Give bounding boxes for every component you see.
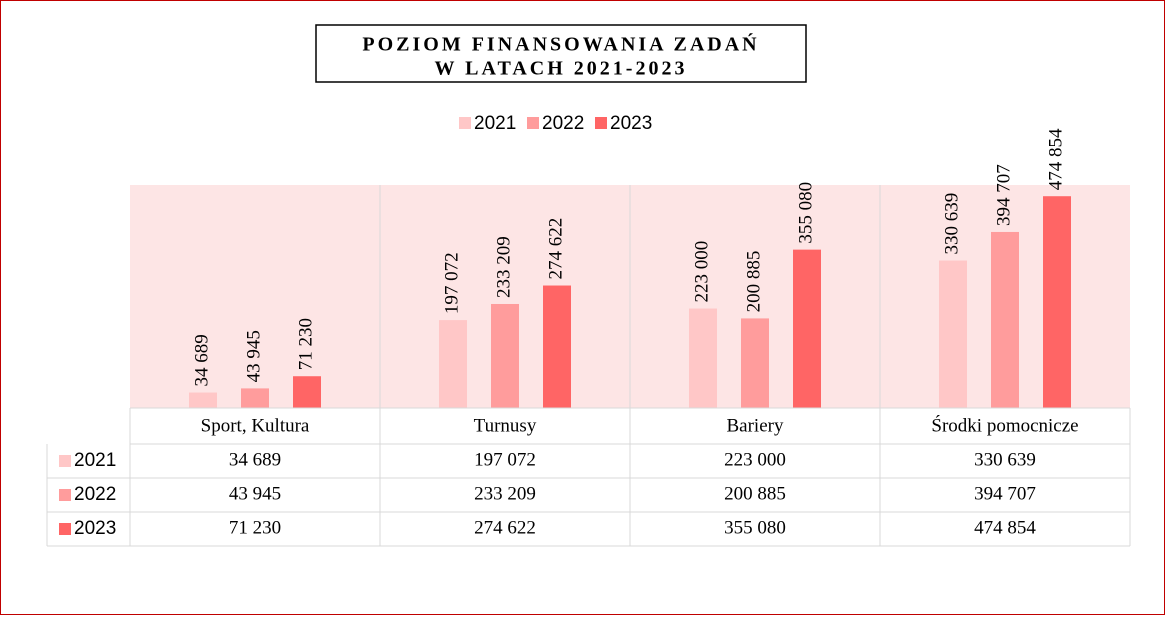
data-label: 355 080 (795, 182, 816, 244)
bar (189, 392, 217, 408)
bar (689, 308, 717, 408)
bar (939, 260, 967, 408)
table-legend-swatch (59, 455, 71, 467)
data-label: 330 639 (941, 193, 962, 255)
data-label: 474 854 (1045, 128, 1066, 190)
data-label: 223 000 (691, 241, 712, 303)
x-tick-label: Bariery (727, 415, 784, 436)
bar (793, 249, 821, 408)
data-label: 200 885 (743, 251, 764, 313)
chart-subtitle: W LATACH 2021-2023 (435, 58, 688, 80)
table-cell: 71 230 (229, 517, 281, 538)
data-label: 71 230 (295, 318, 316, 370)
table-cell: 330 639 (974, 449, 1036, 470)
x-tick-label: Sport, Kultura (201, 415, 310, 436)
bar (741, 318, 769, 408)
table-row-label: 2023 (74, 518, 116, 539)
table-cell: 474 854 (974, 517, 1036, 538)
x-tick-label: Środki pomocnicze (931, 414, 1078, 436)
table-row-label: 2021 (74, 450, 116, 471)
title-box (315, 24, 807, 83)
legend-swatch (459, 117, 471, 129)
table-legend-swatch (59, 489, 71, 501)
table-cell: 223 000 (724, 449, 786, 470)
chart-title: POZIOM FINANSOWANIA ZADAŃ (362, 33, 759, 56)
table-cell: 43 945 (229, 483, 281, 504)
x-tick-label: Turnusy (474, 415, 537, 436)
bar (543, 285, 571, 408)
table-cell: 197 072 (474, 449, 536, 470)
data-label: 274 622 (545, 218, 566, 280)
bar (1043, 196, 1071, 408)
data-label: 197 072 (441, 252, 462, 314)
data-label: 43 945 (243, 330, 264, 382)
table-cell: 233 209 (474, 483, 536, 504)
bar (293, 376, 321, 408)
data-label: 233 209 (493, 236, 514, 298)
table-row-label: 2022 (74, 484, 116, 505)
legend-label: 2022 (542, 113, 584, 134)
table-cell: 34 689 (229, 449, 281, 470)
table-cell: 274 622 (474, 517, 536, 538)
table-legend-swatch (59, 523, 71, 535)
bar (991, 231, 1019, 408)
table-cell: 394 707 (974, 483, 1036, 504)
legend-label: 2023 (610, 113, 652, 134)
data-label: 394 707 (993, 164, 1014, 226)
table-cell: 200 885 (724, 483, 786, 504)
table-cell: 355 080 (724, 517, 786, 538)
bar (491, 303, 519, 408)
bar (241, 388, 269, 408)
legend-label: 2021 (474, 113, 516, 134)
bar (439, 320, 467, 408)
legend-swatch (595, 117, 607, 129)
legend-swatch (527, 117, 539, 129)
data-label: 34 689 (191, 334, 212, 386)
